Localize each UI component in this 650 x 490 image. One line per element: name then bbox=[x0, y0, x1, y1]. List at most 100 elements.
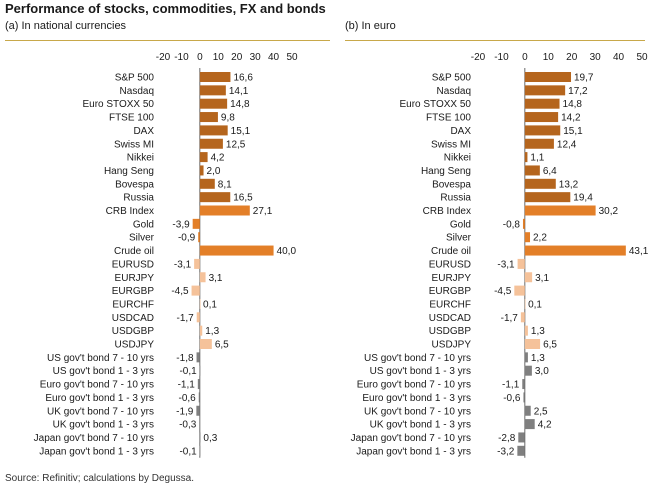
value-label: 9,8 bbox=[221, 113, 235, 124]
bar bbox=[198, 392, 200, 403]
value-label: 3,1 bbox=[535, 273, 549, 284]
bar bbox=[199, 178, 215, 189]
category-label: Japan gov't bond 7 - 10 yrs bbox=[351, 433, 471, 444]
x-tick-label: 30 bbox=[590, 52, 602, 63]
value-label: -2,8 bbox=[498, 433, 516, 444]
value-label: -0,6 bbox=[503, 393, 521, 404]
x-tick-label: -20 bbox=[156, 52, 171, 63]
category-label: USDCAD bbox=[429, 313, 471, 324]
value-label: -1,9 bbox=[176, 406, 194, 417]
category-label: Gold bbox=[450, 219, 471, 230]
value-label: 2,5 bbox=[534, 406, 548, 417]
category-label: CRB Index bbox=[106, 206, 154, 217]
category-label: Nasdaq bbox=[120, 86, 154, 97]
x-tick-label: 40 bbox=[613, 52, 625, 63]
bar bbox=[199, 98, 228, 109]
bar bbox=[524, 98, 560, 109]
chart-b-subtitle: (b) In euro bbox=[345, 20, 396, 32]
bar bbox=[196, 352, 200, 363]
bar bbox=[199, 272, 206, 283]
chart-a-rule bbox=[5, 40, 330, 41]
category-label: Euro STOXX 50 bbox=[82, 99, 154, 110]
value-label: -4,5 bbox=[171, 286, 189, 297]
bar bbox=[524, 165, 540, 176]
bar bbox=[524, 85, 566, 96]
value-label: 12,5 bbox=[226, 139, 246, 150]
category-label: S&P 500 bbox=[432, 73, 472, 84]
category-label: Swiss MI bbox=[431, 139, 471, 150]
category-label: EURUSD bbox=[112, 259, 154, 270]
bar bbox=[520, 312, 525, 323]
value-label: -3,1 bbox=[497, 259, 515, 270]
value-label: -3,1 bbox=[174, 259, 192, 270]
bar bbox=[524, 112, 559, 123]
value-label: 16,6 bbox=[233, 73, 253, 84]
bar bbox=[524, 138, 554, 149]
value-label: -1,7 bbox=[176, 313, 194, 324]
bar bbox=[199, 138, 223, 149]
bar bbox=[524, 205, 596, 216]
bar bbox=[524, 325, 528, 336]
value-label: -0,6 bbox=[179, 393, 197, 404]
value-label: -3,9 bbox=[172, 219, 190, 230]
bar bbox=[524, 298, 526, 309]
category-label: USDJPY bbox=[432, 340, 472, 351]
x-tick-label: 10 bbox=[543, 52, 555, 63]
bar bbox=[199, 432, 201, 443]
bar bbox=[196, 312, 200, 323]
bar bbox=[524, 419, 535, 430]
category-label: USDGBP bbox=[429, 326, 472, 337]
category-label: EURUSD bbox=[429, 259, 471, 270]
value-label: 19,4 bbox=[573, 193, 593, 204]
value-label: 6,5 bbox=[543, 340, 557, 351]
bar bbox=[522, 218, 525, 229]
bar bbox=[199, 152, 208, 163]
category-label: Euro STOXX 50 bbox=[399, 99, 471, 110]
category-label: FTSE 100 bbox=[426, 113, 471, 124]
value-label: 2,2 bbox=[533, 233, 547, 244]
value-label: 4,2 bbox=[538, 420, 552, 431]
value-label: 40,0 bbox=[277, 246, 297, 257]
category-label: US gov't bond 7 - 10 yrs bbox=[47, 353, 154, 364]
value-label: 15,1 bbox=[231, 126, 251, 137]
page-title: Performance of stocks, commodities, FX a… bbox=[5, 1, 326, 16]
category-label: Silver bbox=[129, 233, 155, 244]
bar bbox=[199, 165, 204, 176]
bar bbox=[514, 285, 525, 296]
bar bbox=[524, 72, 572, 82]
bar bbox=[191, 285, 200, 296]
category-label: Euro gov't bond 7 - 10 yrs bbox=[40, 380, 154, 391]
value-label: 19,7 bbox=[574, 73, 594, 84]
category-label: Swiss MI bbox=[114, 139, 154, 150]
category-label: Nikkei bbox=[127, 153, 154, 164]
bar bbox=[199, 245, 274, 256]
value-label: 13,2 bbox=[559, 179, 579, 190]
value-label: 1,1 bbox=[530, 153, 544, 164]
bar bbox=[524, 272, 533, 283]
x-tick-label: 50 bbox=[286, 52, 298, 63]
category-label: UK gov't bond 1 - 3 yrs bbox=[370, 420, 471, 431]
chart-a-subtitle: (a) In national currencies bbox=[5, 20, 127, 32]
x-tick-label: -10 bbox=[494, 52, 509, 63]
x-tick-label: 20 bbox=[231, 52, 243, 63]
bar bbox=[199, 419, 200, 430]
category-label: EURJPY bbox=[115, 273, 155, 284]
category-label: FTSE 100 bbox=[109, 113, 154, 124]
category-label: EURJPY bbox=[432, 273, 472, 284]
x-tick-label: 10 bbox=[213, 52, 225, 63]
category-label: EURGBP bbox=[112, 286, 155, 297]
category-label: US gov't bond 7 - 10 yrs bbox=[364, 353, 471, 364]
bar bbox=[524, 152, 528, 163]
value-label: 4,2 bbox=[211, 153, 225, 164]
x-tick-label: -10 bbox=[174, 52, 189, 63]
x-tick-label: 30 bbox=[250, 52, 262, 63]
bar bbox=[517, 258, 525, 269]
bar bbox=[196, 405, 200, 416]
value-label: -1,8 bbox=[176, 353, 194, 364]
value-label: 12,4 bbox=[557, 139, 577, 150]
category-label: Hang Seng bbox=[104, 166, 154, 177]
value-label: 3,1 bbox=[209, 273, 223, 284]
bar bbox=[524, 245, 626, 256]
value-label: 27,1 bbox=[253, 206, 273, 217]
category-label: Euro gov't bond 1 - 3 yrs bbox=[362, 393, 471, 404]
